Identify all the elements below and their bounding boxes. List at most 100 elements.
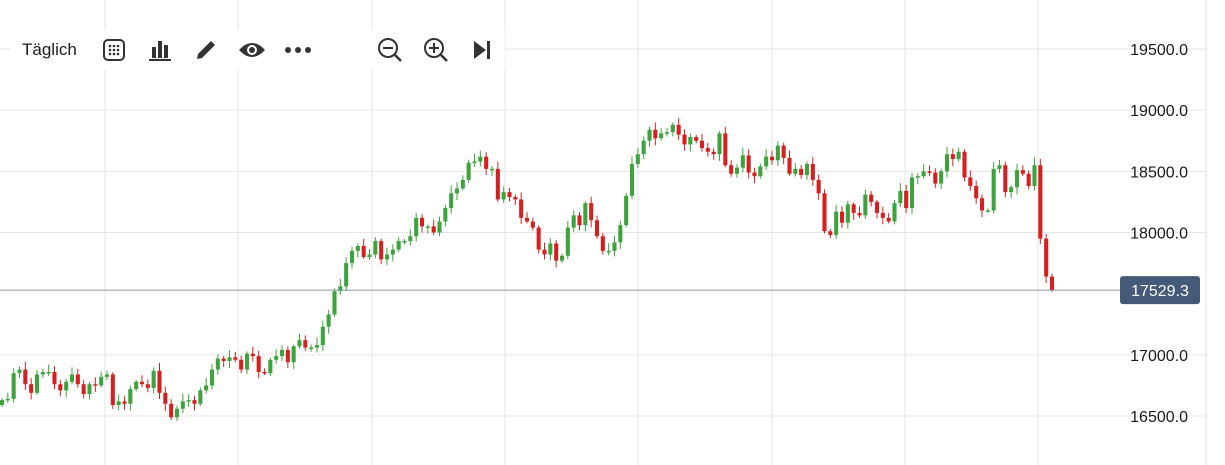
candle-body <box>338 286 343 292</box>
candle-body <box>425 226 430 228</box>
candle-body <box>326 314 331 327</box>
candle <box>1003 161 1008 198</box>
candle <box>349 246 355 269</box>
candle-body <box>676 124 681 135</box>
candle <box>629 156 635 199</box>
candle <box>991 162 996 214</box>
candle-body <box>344 263 349 287</box>
candle <box>268 357 273 377</box>
candle <box>554 239 559 268</box>
candle <box>320 320 325 352</box>
candle-body <box>204 385 209 391</box>
candle <box>822 189 827 234</box>
candle <box>215 354 220 375</box>
candle-body <box>110 374 115 406</box>
candle-body <box>52 372 57 385</box>
toolbar-spacer <box>321 30 367 70</box>
candle <box>0 398 5 407</box>
candle-body <box>554 243 559 261</box>
candle-body <box>577 215 582 226</box>
candle <box>548 238 553 261</box>
candle <box>647 127 652 147</box>
candle <box>769 150 775 165</box>
candle-body <box>1049 276 1055 291</box>
candle-body <box>711 151 716 155</box>
candle <box>933 168 938 188</box>
candle <box>180 393 185 414</box>
eye-icon <box>238 40 266 60</box>
zoom-out-button[interactable] <box>367 30 413 70</box>
candle <box>705 142 710 157</box>
candle-body <box>874 201 880 213</box>
candle <box>122 396 127 410</box>
zoom-in-button[interactable] <box>413 30 459 70</box>
chart-type-button[interactable] <box>137 30 183 70</box>
candle-body <box>163 392 168 404</box>
candle <box>256 350 261 379</box>
visibility-button[interactable] <box>229 30 275 70</box>
candle <box>723 126 728 168</box>
pencil-icon <box>193 37 219 63</box>
candle <box>670 122 675 137</box>
candle <box>478 150 483 167</box>
candle-body <box>641 140 646 155</box>
candle-body <box>612 242 617 251</box>
candle-body <box>256 356 261 372</box>
candle-body <box>209 369 215 386</box>
candle-body <box>571 215 576 228</box>
candle <box>559 253 565 263</box>
draw-button[interactable] <box>183 30 229 70</box>
candle <box>904 184 909 213</box>
candle-body <box>250 353 255 357</box>
candle-body <box>297 340 302 347</box>
candle <box>239 355 244 373</box>
candle-body <box>746 155 751 173</box>
candle-body <box>198 390 203 404</box>
candle-body <box>513 197 518 200</box>
candle <box>956 147 961 162</box>
candle <box>1026 170 1031 190</box>
candle <box>507 187 512 202</box>
candle-body <box>886 217 891 222</box>
candle-body <box>361 245 366 257</box>
candle <box>746 149 751 179</box>
candle <box>297 333 302 349</box>
candle-body <box>764 156 769 167</box>
candle <box>484 152 489 175</box>
scroll-to-latest-button[interactable] <box>459 30 505 70</box>
candle-body <box>594 220 600 237</box>
candle-body <box>332 291 337 315</box>
candle <box>58 379 63 397</box>
candle <box>192 395 197 411</box>
candle <box>874 200 880 219</box>
candle-body <box>134 381 139 390</box>
zoom-in-icon <box>423 37 449 63</box>
candle <box>921 163 926 179</box>
candle <box>968 170 973 191</box>
candle <box>169 399 174 420</box>
candle-body <box>104 374 110 377</box>
candle <box>839 206 845 228</box>
candle-body <box>489 168 495 171</box>
candle-body <box>787 157 792 174</box>
more-button[interactable] <box>275 30 321 70</box>
candle <box>799 164 804 179</box>
candle-body <box>221 358 226 361</box>
candle-body <box>419 217 425 227</box>
candle-body <box>647 129 652 141</box>
candle-body <box>437 221 442 233</box>
candle <box>414 212 419 242</box>
candle <box>332 288 337 318</box>
y-tick-label: 18500.0 <box>1130 164 1188 181</box>
calendar-button[interactable] <box>91 30 137 70</box>
candle-body <box>769 156 775 161</box>
timeframe-selector[interactable]: Täglich <box>22 40 77 59</box>
candle <box>577 211 582 231</box>
y-tick-label: 18000.0 <box>1130 226 1188 243</box>
candle <box>775 141 780 166</box>
candle <box>565 220 570 259</box>
candle-body <box>869 194 874 202</box>
candle-body <box>396 241 401 250</box>
candle <box>99 371 104 388</box>
